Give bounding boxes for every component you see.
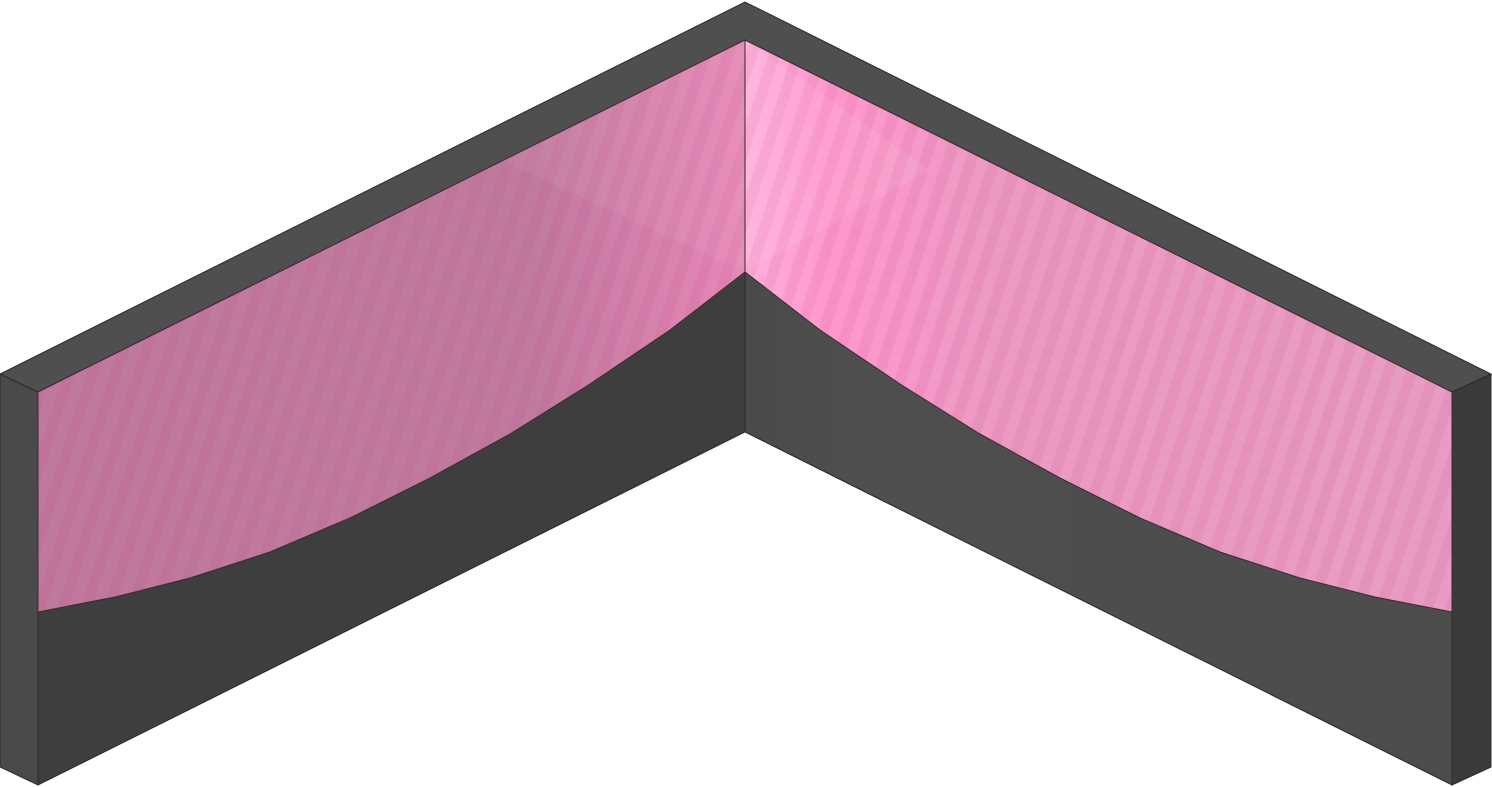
wall-right-end-cap bbox=[1451, 373, 1492, 786]
wall-left-end-cap bbox=[0, 373, 39, 786]
